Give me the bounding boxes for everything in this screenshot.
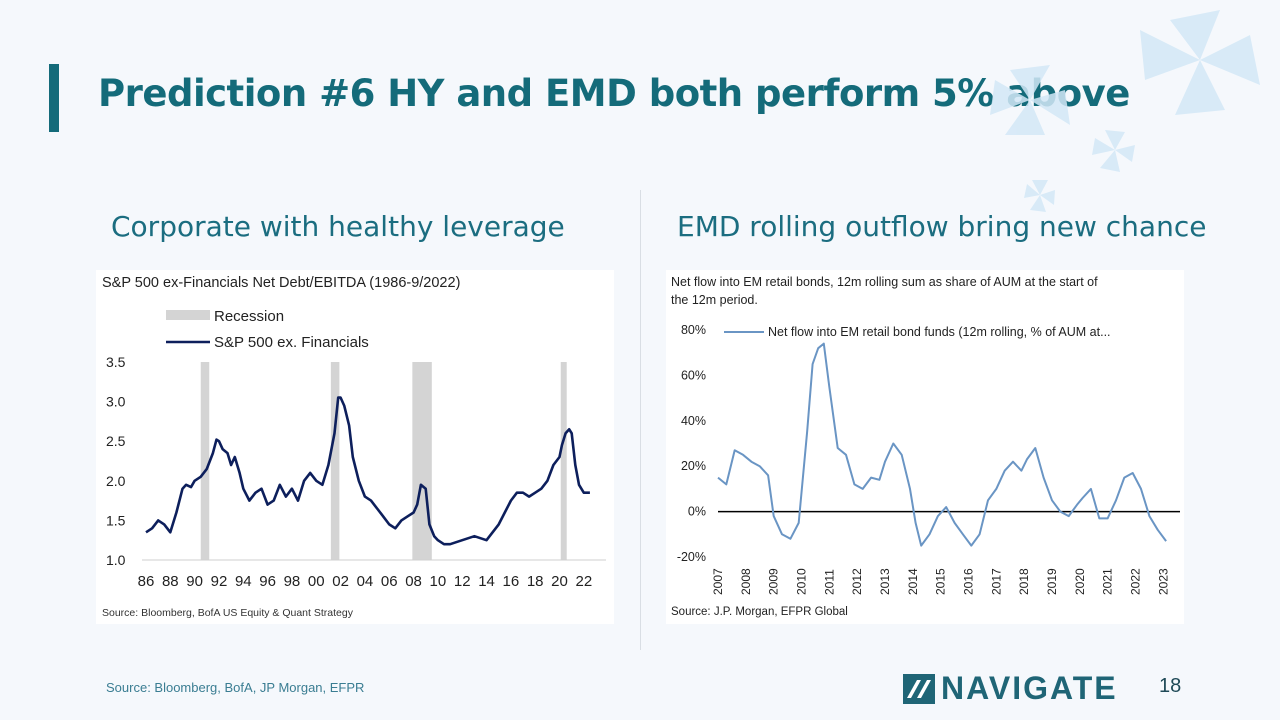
y-tick-label: 20% [681, 459, 706, 473]
x-tick-label: 2016 [961, 568, 975, 595]
pinwheel-blade [1092, 138, 1115, 155]
page-number: 18 [1159, 675, 1182, 697]
pinwheel-blade [990, 80, 1030, 115]
x-tick-label: 2021 [1101, 568, 1115, 595]
decorative-pinwheel-graphic [990, 10, 1260, 212]
pinwheel-blade [1105, 130, 1125, 150]
chart-title-line-1: Net flow into EM retail bonds, 12m rolli… [671, 275, 1098, 289]
x-tick-label: 18 [527, 573, 544, 590]
y-tick-label: 0% [688, 505, 706, 519]
y-tick-label: 80% [681, 323, 706, 337]
leverage-chart: S&P 500 ex-Financials Net Debt/EBITDA (1… [102, 275, 606, 619]
x-tick-label: 94 [235, 573, 252, 590]
x-tick-label: 2013 [878, 568, 892, 595]
y-tick-label: 40% [681, 414, 706, 428]
x-tick-label: 88 [162, 573, 179, 590]
pinwheel-blade [1024, 184, 1040, 198]
x-tick-label: 00 [308, 573, 325, 590]
pinwheel-blade [1030, 195, 1046, 212]
x-tick-label: 02 [332, 573, 349, 590]
x-tick-label: 2010 [794, 568, 808, 595]
pinwheel-blade [1175, 60, 1225, 115]
x-tick-label: 14 [478, 573, 495, 590]
series-line-em-retail-bond-flow [717, 342, 1167, 547]
y-tick-label: 2.0 [106, 473, 126, 489]
x-tick-label: 2007 [711, 568, 725, 595]
y-tick-label: 3.5 [106, 354, 126, 370]
em-flow-chart-panel: Net flow into EM retail bonds, 12m rolli… [666, 270, 1184, 624]
pinwheel-blade [1100, 150, 1120, 172]
recession-band [560, 362, 567, 560]
x-tick-label: 2015 [934, 568, 948, 595]
pinwheel-blade [1005, 100, 1045, 135]
x-tick-label: 22 [575, 573, 592, 590]
right-chart-heading: EMD rolling outflow bring new chance [677, 210, 1207, 243]
y-tick-label: 2.5 [106, 433, 126, 449]
x-tick-label: 98 [284, 573, 301, 590]
recession-band [330, 362, 340, 560]
x-tick-label: 2020 [1073, 568, 1087, 595]
x-tick-label: 12 [454, 573, 471, 590]
y-tick-label: -20% [677, 550, 706, 564]
legend-recession-swatch [166, 310, 210, 320]
legend-series-label: Net flow into EM retail bond funds (12m … [768, 325, 1111, 339]
x-tick-label: 90 [186, 573, 203, 590]
chart-title-line-2: the 12m period. [671, 293, 758, 307]
x-tick-label: 06 [381, 573, 398, 590]
x-tick-label: 92 [211, 573, 228, 590]
pinwheel-blade [1032, 180, 1048, 195]
navigate-logo: NAVIGATE [903, 670, 1118, 707]
slide-title: Prediction #6 HY and EMD both perform 5%… [98, 72, 1130, 115]
x-tick-label: 20 [551, 573, 568, 590]
chart-source: Source: J.P. Morgan, EFPR Global [671, 606, 848, 618]
x-tick-label: 2011 [822, 569, 836, 595]
pinwheel-blade [1010, 65, 1050, 100]
x-tick-label: 2019 [1045, 568, 1059, 595]
x-tick-label: 96 [259, 573, 276, 590]
navigate-logo-text: NAVIGATE [941, 670, 1118, 706]
series-line-sp500-ex-financials [145, 396, 590, 546]
legend-series-label: S&P 500 ex. Financials [214, 334, 369, 351]
x-tick-label: 2022 [1128, 568, 1142, 595]
recession-band [412, 362, 432, 560]
x-tick-label: 2023 [1156, 568, 1170, 595]
x-tick-label: 2008 [739, 568, 753, 595]
footer-source: Source: Bloomberg, BofA, JP Morgan, EFPR [106, 680, 365, 695]
title-accent-bar [49, 64, 59, 132]
legend-recession-label: Recession [214, 308, 284, 325]
left-chart-heading: Corporate with healthy leverage [111, 210, 565, 243]
x-tick-label: 2017 [989, 568, 1003, 595]
recession-band [200, 362, 210, 560]
pinwheel-blade [1170, 10, 1220, 60]
x-tick-label: 2014 [906, 568, 920, 595]
x-tick-label: 04 [357, 573, 374, 590]
x-tick-label: 08 [405, 573, 422, 590]
x-tick-label: 2009 [767, 568, 781, 595]
pinwheel-blade [1040, 190, 1055, 205]
x-tick-label: 2012 [850, 568, 864, 595]
pinwheel-blade [1200, 35, 1260, 85]
chart-source: Source: Bloomberg, BofA US Equity & Quan… [102, 607, 354, 619]
column-divider [640, 190, 641, 650]
y-tick-label: 3.0 [106, 394, 126, 410]
pinwheel-blade [1030, 90, 1070, 125]
pinwheel-blade [1115, 145, 1135, 162]
x-tick-label: 2018 [1017, 568, 1031, 595]
y-tick-label: 60% [681, 368, 706, 382]
y-tick-label: 1.5 [106, 512, 126, 528]
pinwheel-blade [1140, 30, 1200, 80]
chart-title: S&P 500 ex-Financials Net Debt/EBITDA (1… [102, 275, 460, 291]
leverage-chart-panel: S&P 500 ex-Financials Net Debt/EBITDA (1… [96, 270, 614, 624]
navigate-logo-icon [903, 673, 935, 704]
y-tick-label: 1.0 [106, 552, 126, 568]
x-tick-label: 16 [503, 573, 520, 590]
em-flow-chart: Net flow into EM retail bonds, 12m rolli… [671, 275, 1180, 618]
x-tick-label: 86 [138, 573, 155, 590]
x-tick-label: 10 [430, 573, 447, 590]
